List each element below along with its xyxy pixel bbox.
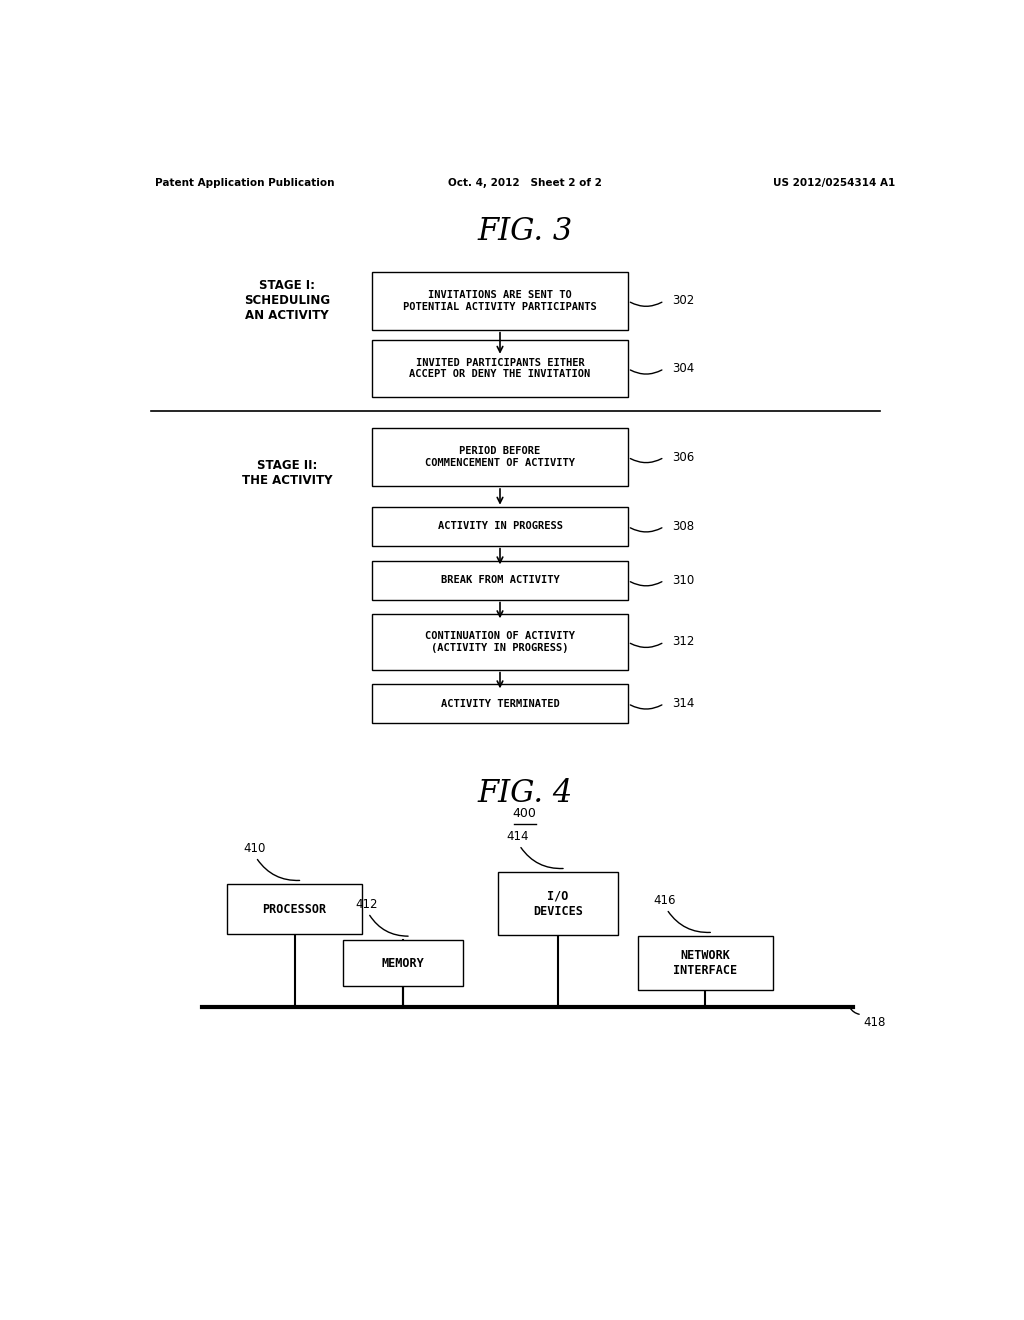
Text: 314: 314 — [672, 697, 694, 710]
Text: 302: 302 — [672, 294, 694, 308]
Text: 306: 306 — [672, 450, 694, 463]
FancyBboxPatch shape — [372, 614, 628, 669]
Text: STAGE I:
SCHEDULING
AN ACTIVITY: STAGE I: SCHEDULING AN ACTIVITY — [244, 280, 330, 322]
Text: ACTIVITY IN PROGRESS: ACTIVITY IN PROGRESS — [437, 521, 562, 532]
Text: 410: 410 — [243, 842, 265, 855]
FancyBboxPatch shape — [372, 561, 628, 599]
Text: 304: 304 — [672, 362, 694, 375]
Text: 418: 418 — [863, 1016, 886, 1030]
Text: 400: 400 — [513, 807, 537, 820]
Text: 414: 414 — [507, 830, 529, 843]
Text: NETWORK
INTERFACE: NETWORK INTERFACE — [674, 949, 737, 977]
FancyBboxPatch shape — [498, 873, 618, 936]
Text: ACTIVITY TERMINATED: ACTIVITY TERMINATED — [440, 698, 559, 709]
Text: 412: 412 — [355, 898, 378, 911]
FancyBboxPatch shape — [372, 428, 628, 486]
Text: CONTINUATION OF ACTIVITY
(ACTIVITY IN PROGRESS): CONTINUATION OF ACTIVITY (ACTIVITY IN PR… — [425, 631, 575, 653]
Text: FIG. 3: FIG. 3 — [477, 216, 572, 247]
FancyBboxPatch shape — [226, 884, 362, 935]
FancyBboxPatch shape — [372, 339, 628, 397]
Text: INVITATIONS ARE SENT TO
POTENTIAL ACTIVITY PARTICIPANTS: INVITATIONS ARE SENT TO POTENTIAL ACTIVI… — [403, 290, 597, 312]
Text: INVITED PARTICIPANTS EITHER
ACCEPT OR DENY THE INVITATION: INVITED PARTICIPANTS EITHER ACCEPT OR DE… — [410, 358, 591, 379]
Text: FIG. 4: FIG. 4 — [477, 779, 572, 809]
Text: 310: 310 — [672, 574, 694, 587]
Text: MEMORY: MEMORY — [382, 957, 425, 970]
Text: I/O
DEVICES: I/O DEVICES — [534, 890, 583, 917]
Text: 312: 312 — [672, 635, 694, 648]
Text: US 2012/0254314 A1: US 2012/0254314 A1 — [773, 178, 895, 187]
FancyBboxPatch shape — [372, 684, 628, 723]
Text: 416: 416 — [654, 894, 676, 907]
Text: Patent Application Publication: Patent Application Publication — [155, 178, 335, 187]
Text: 308: 308 — [672, 520, 694, 533]
Text: STAGE II:
THE ACTIVITY: STAGE II: THE ACTIVITY — [242, 458, 332, 487]
Text: PROCESSOR: PROCESSOR — [262, 903, 327, 916]
Text: Oct. 4, 2012   Sheet 2 of 2: Oct. 4, 2012 Sheet 2 of 2 — [447, 178, 602, 187]
FancyBboxPatch shape — [343, 940, 463, 986]
FancyBboxPatch shape — [372, 507, 628, 545]
FancyBboxPatch shape — [638, 936, 773, 990]
FancyBboxPatch shape — [372, 272, 628, 330]
Text: BREAK FROM ACTIVITY: BREAK FROM ACTIVITY — [440, 576, 559, 585]
Text: PERIOD BEFORE
COMMENCEMENT OF ACTIVITY: PERIOD BEFORE COMMENCEMENT OF ACTIVITY — [425, 446, 575, 469]
